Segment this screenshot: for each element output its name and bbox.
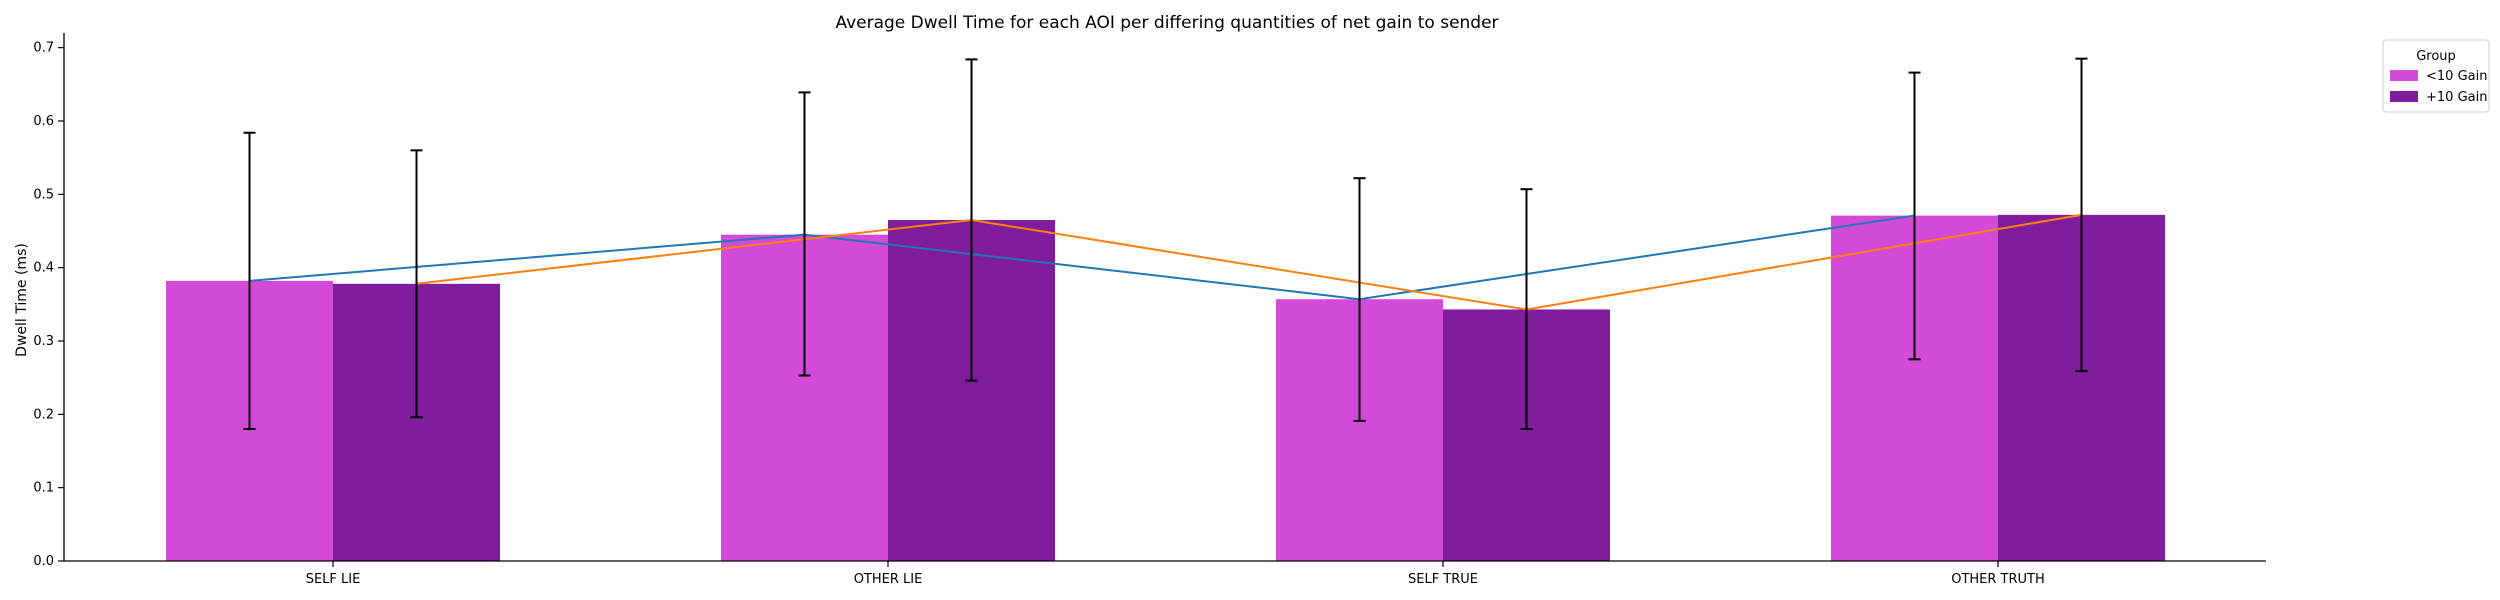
legend-label-small-gain: <10 Gain <box>2426 69 2487 84</box>
legend-swatch-large-gain <box>2390 91 2418 102</box>
x-tick-label: OTHER LIE <box>854 572 923 587</box>
y-tick-label: 0.3 <box>33 334 54 349</box>
series-line-small-gain <box>249 214 1915 301</box>
plot-area: 0.0 0.1 0.2 0.3 0.4 0.5 0.6 0.7 SELF LIE OTHER LI… <box>33 33 2266 587</box>
legend-label-large-gain: +10 Gain <box>2426 90 2487 105</box>
x-tick-label: SELF LIE <box>306 572 361 587</box>
y-axis-label: Dwell Time (ms) <box>14 243 30 357</box>
y-tick-label: 0.1 <box>33 481 54 496</box>
chart-title: Average Dwell Time for each AOI per diff… <box>835 13 1498 33</box>
series-line-large-gain <box>416 213 2082 311</box>
y-tick-label: 0.0 <box>33 554 54 569</box>
y-tick-label: 0.2 <box>33 407 54 422</box>
legend-swatch-small-gain <box>2390 70 2418 81</box>
y-tick-label: 0.7 <box>33 41 54 56</box>
y-tick-label: 0.4 <box>33 261 54 276</box>
x-tick-label: OTHER TRUTH <box>1951 572 2045 587</box>
x-tick-label: SELF TRUE <box>1408 572 1478 587</box>
y-tick-label: 0.6 <box>33 114 54 129</box>
y-tick-label: 0.5 <box>33 187 54 202</box>
legend: Group <10 Gain +10 Gain <box>2382 39 2490 113</box>
legend-title: Group <box>2416 49 2456 64</box>
